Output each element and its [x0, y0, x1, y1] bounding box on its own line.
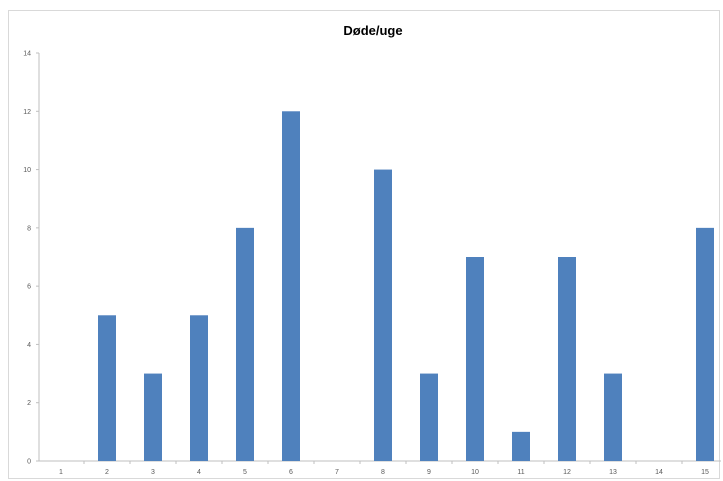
- y-axis: 0 2 4 6 8 10 12 14: [23, 51, 40, 466]
- bar: [282, 111, 300, 462]
- x-tick-label: 11: [517, 469, 524, 476]
- bar: [466, 257, 484, 461]
- bar: [604, 373, 622, 461]
- x-tick-label: 10: [471, 469, 479, 476]
- x-tick-label: 1: [59, 469, 63, 476]
- y-tick-label: 4: [27, 342, 31, 349]
- x-axis: 1 2 3 4 5 6 7 8 9 10 11 12 13 14 15: [39, 460, 721, 476]
- bar: [374, 169, 392, 462]
- x-tick-label: 8: [381, 469, 385, 476]
- y-tick-label: 14: [23, 51, 31, 58]
- x-tick-label: 14: [655, 469, 663, 476]
- bar: [190, 315, 208, 461]
- x-tick-label: 4: [197, 469, 201, 476]
- bar: [512, 431, 530, 461]
- chart-title: Døde/uge: [343, 23, 402, 38]
- x-tick-label: 9: [427, 469, 431, 476]
- x-tick-label: 3: [151, 469, 155, 476]
- bar: [420, 373, 438, 461]
- chart-area: Døde/uge 0 2 4 6 8 10 12 14 1 2 3 4 5 6 7 8 9 10 11 12 13 14…: [8, 10, 721, 479]
- y-tick-label: 0: [27, 459, 31, 466]
- bar-series: [98, 111, 714, 462]
- bar: [98, 315, 116, 461]
- y-tick-label: 10: [23, 167, 31, 174]
- x-tick-label: 6: [289, 469, 293, 476]
- x-tick-label: 2: [105, 469, 109, 476]
- x-tick-label: 15: [701, 469, 709, 476]
- y-tick-label: 2: [27, 400, 31, 407]
- bar: [696, 227, 714, 461]
- bar: [144, 373, 162, 461]
- x-tick-label: 7: [335, 469, 339, 476]
- bar: [236, 227, 254, 461]
- y-tick-label: 12: [23, 109, 31, 116]
- bar: [558, 257, 576, 461]
- y-tick-label: 6: [27, 284, 31, 291]
- y-tick-label: 8: [27, 225, 31, 232]
- x-tick-label: 5: [243, 469, 247, 476]
- x-tick-label: 12: [563, 469, 571, 476]
- x-tick-label: 13: [609, 469, 617, 476]
